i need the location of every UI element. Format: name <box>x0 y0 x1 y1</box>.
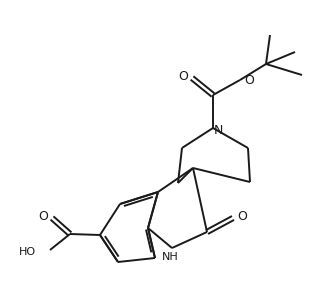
Text: O: O <box>244 74 254 86</box>
Text: HO: HO <box>19 247 36 257</box>
Text: N: N <box>213 124 223 136</box>
Text: O: O <box>178 69 188 82</box>
Text: O: O <box>38 210 48 223</box>
Text: O: O <box>237 210 247 223</box>
Text: NH: NH <box>162 252 178 262</box>
